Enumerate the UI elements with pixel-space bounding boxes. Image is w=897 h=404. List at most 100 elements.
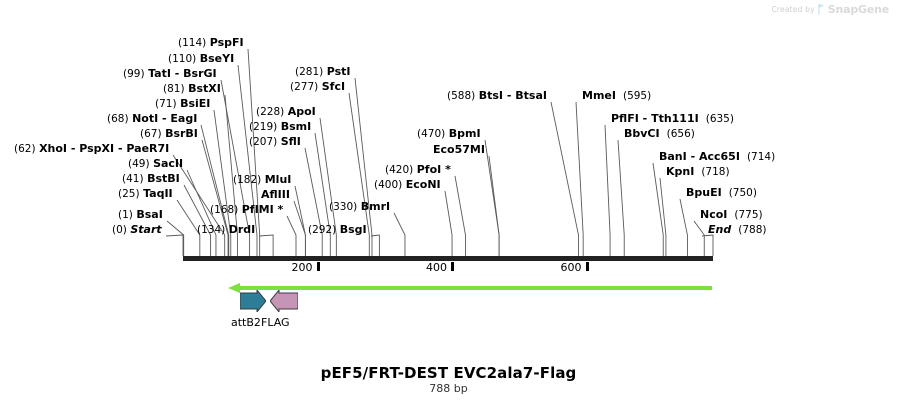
enzyme-name: End xyxy=(708,223,732,236)
site-position: (219) xyxy=(249,121,278,133)
site-position: (68) xyxy=(107,113,129,125)
enzyme-name: PstI xyxy=(326,65,351,78)
enzyme-site-label[interactable]: BpuEI (750) xyxy=(686,187,757,200)
enzyme-site-label[interactable]: Eco57MI xyxy=(433,144,485,156)
enzyme-site-label[interactable]: (219) BsmI xyxy=(249,120,312,134)
enzyme-site-label[interactable]: (49) SacII xyxy=(128,157,184,171)
enzyme-site-label[interactable]: (277) SfcI xyxy=(290,81,345,94)
name-separator: - xyxy=(67,142,80,155)
site-leader-line xyxy=(314,132,331,256)
enzyme-site-label[interactable]: MmeI (595) xyxy=(582,90,651,103)
enzyme-site-label[interactable]: (71) BsiEI xyxy=(155,98,210,111)
name-separator: - xyxy=(638,112,652,125)
site-leader-line xyxy=(200,124,230,256)
site-leader-line xyxy=(679,198,688,256)
enzyme-site-label[interactable]: (81) BstXI xyxy=(163,83,221,96)
watermark-brand-label: SnapGene xyxy=(827,3,889,16)
sequence-backbone xyxy=(183,256,713,261)
enzyme-site-label[interactable]: End (788) xyxy=(708,223,766,237)
enzyme-site-label[interactable]: (228) ApoI xyxy=(256,106,316,119)
enzyme-name: PspFI xyxy=(209,36,244,49)
enzyme-name: BtsaI xyxy=(515,89,547,102)
enzyme-name: TatI xyxy=(148,67,171,80)
site-position: (81) xyxy=(163,83,185,95)
enzyme-name: Eco57MI xyxy=(433,143,485,156)
site-leader-line xyxy=(652,162,664,256)
enzyme-name: BsaI xyxy=(136,208,163,221)
site-position: (330) xyxy=(329,201,358,213)
site-leader-line xyxy=(258,234,274,256)
enzyme-site-label[interactable]: AflIII xyxy=(261,189,290,201)
enzyme-site-label[interactable]: (470) BpmI xyxy=(417,127,481,141)
site-position: (656) xyxy=(666,128,695,140)
enzyme-site-label[interactable]: (281) PstI xyxy=(295,65,351,79)
enzyme-name: KpnI xyxy=(666,165,695,178)
ruler-label: 600 xyxy=(560,261,582,274)
site-leader-line xyxy=(183,184,212,256)
enzyme-site-label[interactable]: (182) MluI xyxy=(233,174,291,187)
enzyme-site-label[interactable]: (134) DrdI xyxy=(197,224,255,237)
site-leader-line xyxy=(393,212,406,256)
enzyme-name: TaqII xyxy=(143,187,173,200)
enzyme-site-label[interactable]: (0) Start xyxy=(112,223,162,237)
enzyme-site-label[interactable]: (110) BseYI xyxy=(168,52,235,66)
enzyme-name: BtsI xyxy=(478,89,504,102)
site-leader-line xyxy=(693,220,705,256)
page-title: pEF5/FRT-DEST EVC2ala7-Flag xyxy=(320,364,577,382)
site-position: (277) xyxy=(290,81,319,93)
site-leader-line xyxy=(701,234,714,256)
enzyme-name: SacII xyxy=(153,157,184,170)
enzyme-site-label[interactable]: (114) PspFI xyxy=(178,36,244,50)
star-activity-marker: * xyxy=(273,203,284,216)
enzyme-site-label[interactable]: PflFI - Tth111I (635) xyxy=(611,112,734,126)
orf-arrowhead xyxy=(228,283,240,293)
enzyme-site-label[interactable]: (62) XhoI - PspXI - PaeR7I xyxy=(14,142,169,156)
enzyme-name: Tth111I xyxy=(651,112,699,125)
enzyme-site-label[interactable]: (420) PfoI * xyxy=(385,164,451,177)
feature-arrow-attb2[interactable] xyxy=(239,288,267,316)
feature-label-attb2: attB2 xyxy=(231,316,261,329)
enzyme-name: NcoI xyxy=(700,208,728,221)
enzyme-name: BseYI xyxy=(199,52,235,65)
orf-arrow[interactable] xyxy=(228,278,712,293)
enzyme-name: BpmI xyxy=(448,127,481,140)
enzyme-site-label[interactable]: (292) BsgI xyxy=(308,224,367,237)
ruler-tick xyxy=(316,262,320,271)
enzyme-site-label[interactable]: NcoI (775) xyxy=(700,208,763,222)
site-position: (41) xyxy=(122,173,144,185)
enzyme-site-label[interactable]: (330) BmrI xyxy=(329,201,390,214)
enzyme-site-label[interactable]: KpnI (718) xyxy=(666,165,730,179)
snapgene-flag-icon xyxy=(818,4,825,15)
enzyme-site-label[interactable]: (400) EcoNI xyxy=(374,178,441,192)
enzyme-name: BsmI xyxy=(280,120,312,133)
enzyme-site-label[interactable]: (99) TatI - BsrGI xyxy=(123,67,217,81)
enzyme-site-label[interactable]: BanI - Acc65I (714) xyxy=(659,150,775,164)
name-separator: - xyxy=(686,150,699,163)
enzyme-site-label[interactable]: (588) BtsI - BtsaI xyxy=(447,89,547,103)
enzyme-site-label[interactable]: (168) PfIMI * xyxy=(210,203,284,217)
enzyme-site-label[interactable]: BbvCI (656) xyxy=(624,127,695,141)
site-position: (182) xyxy=(233,174,262,186)
site-position: (750) xyxy=(728,187,757,199)
enzyme-name: EcoNI xyxy=(405,178,441,191)
feature-arrow-flag[interactable] xyxy=(269,288,299,316)
site-leader-line xyxy=(304,147,323,256)
enzyme-site-label[interactable]: (67) BsrBI xyxy=(140,128,198,141)
site-position: (49) xyxy=(128,158,150,170)
enzyme-name: BbvCI xyxy=(624,127,660,140)
enzyme-site-label[interactable]: (207) SflI xyxy=(249,136,301,149)
ruler-label: 400 xyxy=(426,261,448,274)
site-leader-line xyxy=(444,190,453,256)
ruler-tick xyxy=(585,262,589,271)
enzyme-name: Start xyxy=(130,223,162,236)
enzyme-site-label[interactable]: (25) TaqII xyxy=(118,187,173,201)
enzyme-site-label[interactable]: (1) BsaI xyxy=(118,208,163,222)
site-leader-line xyxy=(659,177,667,256)
site-leader-line xyxy=(488,155,500,256)
site-position: (1) xyxy=(118,209,133,221)
enzyme-name: PfIMI xyxy=(241,203,274,216)
enzyme-site-label[interactable]: (41) BstBI xyxy=(122,173,180,186)
enzyme-site-label[interactable]: (68) NotI - EagI xyxy=(107,113,197,126)
site-position: (67) xyxy=(140,128,162,140)
